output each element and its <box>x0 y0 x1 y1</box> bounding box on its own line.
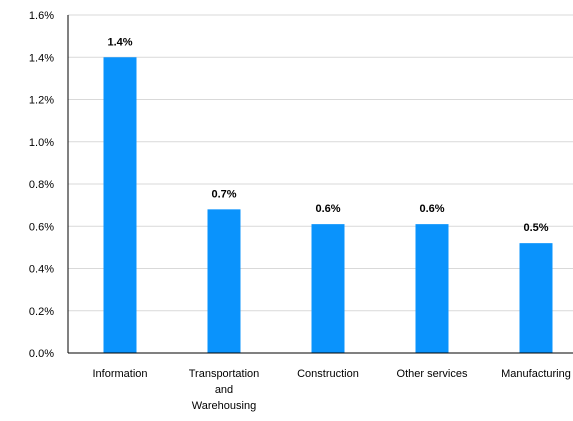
y-tick-label: 1.0% <box>29 137 54 149</box>
y-tick-label: 1.4% <box>29 52 54 64</box>
data-label: 0.6% <box>419 203 444 215</box>
x-tick-label: Manufacturing <box>501 368 571 380</box>
x-tick-label: Information <box>92 368 147 380</box>
bar <box>207 209 241 353</box>
x-tick-label: Construction <box>297 368 359 380</box>
y-tick-label: 0.4% <box>29 264 54 276</box>
x-tick-label: and <box>215 384 233 396</box>
x-tick-label: Other services <box>397 368 468 380</box>
y-tick-label: 0.2% <box>29 306 54 318</box>
axes <box>67 15 573 354</box>
bar <box>415 224 449 353</box>
bar <box>311 224 345 353</box>
y-tick-label: 0.0% <box>29 348 54 360</box>
bars <box>103 57 553 353</box>
data-label: 0.6% <box>315 203 340 215</box>
x-tick-label: Transportation <box>189 368 260 380</box>
data-label: 0.7% <box>211 188 236 200</box>
data-label: 0.5% <box>523 222 548 234</box>
labels: 0.0% 0.2% 0.4% 0.6% 0.8% 1.0% 1.2% 1.4% 1.6% 1.4%… <box>29 10 571 412</box>
x-tick-label: Warehousing <box>192 400 256 412</box>
y-tick-label: 1.2% <box>29 95 54 107</box>
bar <box>103 57 137 353</box>
y-tick-label: 0.8% <box>29 179 54 191</box>
bar <box>519 243 553 353</box>
data-label: 1.4% <box>107 36 132 48</box>
y-tick-label: 0.6% <box>29 221 54 233</box>
y-tick-label: 1.6% <box>29 10 54 22</box>
